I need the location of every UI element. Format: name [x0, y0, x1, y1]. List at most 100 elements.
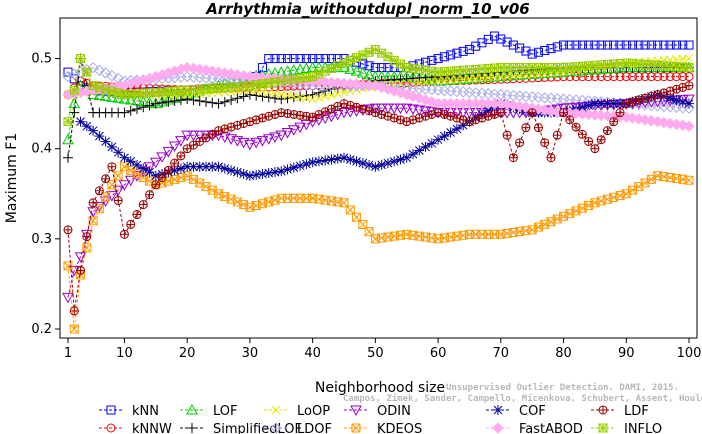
data-point-knn	[590, 40, 600, 50]
data-point-ldf	[515, 138, 525, 148]
data-point-odin	[394, 103, 407, 115]
data-point-odin	[175, 136, 187, 147]
x-axis: 1 10 20 30 40 50 60 70 80 90 100	[64, 338, 701, 361]
data-point-kdeos	[565, 209, 575, 219]
legend-marker-loop	[271, 405, 281, 415]
data-point-odin	[294, 122, 306, 134]
data-point-knn	[552, 42, 562, 52]
data-point-knnw	[584, 72, 594, 82]
data-point-knnw	[621, 72, 631, 82]
data-point-cof	[88, 125, 99, 136]
legend-marker-lof	[186, 403, 198, 415]
data-point-cof	[94, 131, 105, 142]
data-point-lof	[444, 74, 457, 85]
data-point-ldf	[94, 186, 104, 196]
data-point-simplifiedlof	[157, 97, 168, 108]
data-point-knn	[546, 44, 556, 54]
x-tick-label: 90	[618, 346, 635, 361]
data-point-kdeos	[251, 200, 261, 210]
data-point-simplifiedlof	[257, 91, 268, 102]
data-point-ldf	[101, 174, 111, 184]
data-point-cof	[339, 152, 349, 163]
data-point-odin	[400, 103, 413, 115]
data-point-lof	[476, 71, 488, 83]
chart-title: Arrhythmia_withoutdupl_norm_10_v06	[205, 0, 529, 18]
data-point-cof	[351, 156, 362, 167]
data-point-knnw	[659, 72, 669, 82]
data-point-knn	[684, 40, 694, 50]
data-point-cof	[684, 98, 694, 109]
data-point-ldf	[107, 162, 117, 172]
series-group	[62, 31, 695, 334]
data-point-ldof	[106, 69, 118, 82]
data-point-knn	[477, 38, 487, 48]
data-point-knn	[471, 41, 481, 51]
data-point-knn	[621, 40, 631, 50]
data-point-cof	[313, 156, 324, 167]
data-point-lof	[469, 72, 482, 83]
data-point-cof	[213, 161, 224, 172]
data-point-ldf	[63, 225, 73, 235]
data-point-kdeos	[82, 243, 92, 253]
data-point-knn	[508, 40, 518, 50]
legend-marker-simplifiedlof	[187, 423, 197, 433]
data-point-simplifiedlof	[194, 95, 205, 106]
data-point-knn	[496, 34, 506, 44]
data-point-knn	[584, 40, 594, 50]
data-point-simplifiedlof	[238, 91, 249, 102]
data-point-ldf	[345, 100, 355, 110]
data-point-ldof	[74, 66, 87, 78]
data-point-lof	[545, 66, 557, 78]
data-point-knn	[571, 40, 581, 50]
data-point-ldf	[308, 112, 318, 122]
data-point-cof	[276, 166, 287, 177]
data-point-cof	[357, 158, 368, 169]
data-point-ldf	[333, 101, 343, 111]
data-point-odin	[143, 162, 156, 173]
data-point-ldf	[559, 108, 569, 118]
data-point-odin	[275, 130, 288, 142]
data-point-knn	[276, 54, 286, 64]
legend-item-knnw: kNNW	[99, 422, 172, 434]
data-point-odin	[118, 180, 131, 191]
data-point-knn	[289, 54, 299, 64]
legend-marker-ldf	[598, 405, 608, 415]
data-point-kdeos	[270, 195, 280, 205]
data-point-cof	[408, 149, 418, 160]
data-point-ldf	[571, 122, 581, 132]
data-point-knn	[446, 50, 456, 60]
data-point-cof	[106, 141, 117, 152]
data-point-simplifiedlof	[201, 96, 211, 107]
data-point-ldf	[596, 135, 606, 145]
x-tick-label: 20	[179, 346, 196, 361]
data-point-simplifiedlof	[213, 98, 224, 109]
data-point-cof	[370, 161, 381, 172]
data-point-cof	[226, 165, 237, 176]
data-point-lof	[124, 93, 137, 105]
data-point-ldf	[69, 306, 79, 316]
data-point-knn	[295, 54, 305, 64]
legend-marker-odin	[350, 405, 362, 417]
data-point-cof	[219, 163, 230, 174]
data-point-ldf	[508, 153, 518, 163]
data-point-simplifiedlof	[276, 94, 287, 105]
data-point-kdeos	[101, 192, 111, 202]
data-point-odin	[388, 103, 401, 115]
series-ldf	[63, 81, 694, 316]
data-point-simplifiedlof	[251, 90, 262, 101]
legend-item-ldf: LDF	[591, 404, 649, 419]
data-point-kdeos	[590, 198, 600, 208]
data-point-kdeos	[113, 171, 123, 181]
data-point-odin	[269, 132, 281, 144]
data-point-ldof	[175, 71, 187, 83]
y-tick-label: 0.5	[31, 52, 52, 67]
data-point-ldf	[126, 219, 136, 229]
data-point-ldf	[584, 136, 594, 146]
data-point-knn	[427, 55, 437, 65]
legend-item-loop: LoOP	[264, 404, 330, 419]
data-point-inflo	[515, 63, 525, 73]
series-line-kdeos	[67, 166, 690, 330]
data-point-cof	[113, 147, 124, 158]
watermark-line-2: Campos, Zimek, Sander, Campello, Micenko…	[343, 393, 702, 404]
data-point-odin	[168, 141, 181, 153]
